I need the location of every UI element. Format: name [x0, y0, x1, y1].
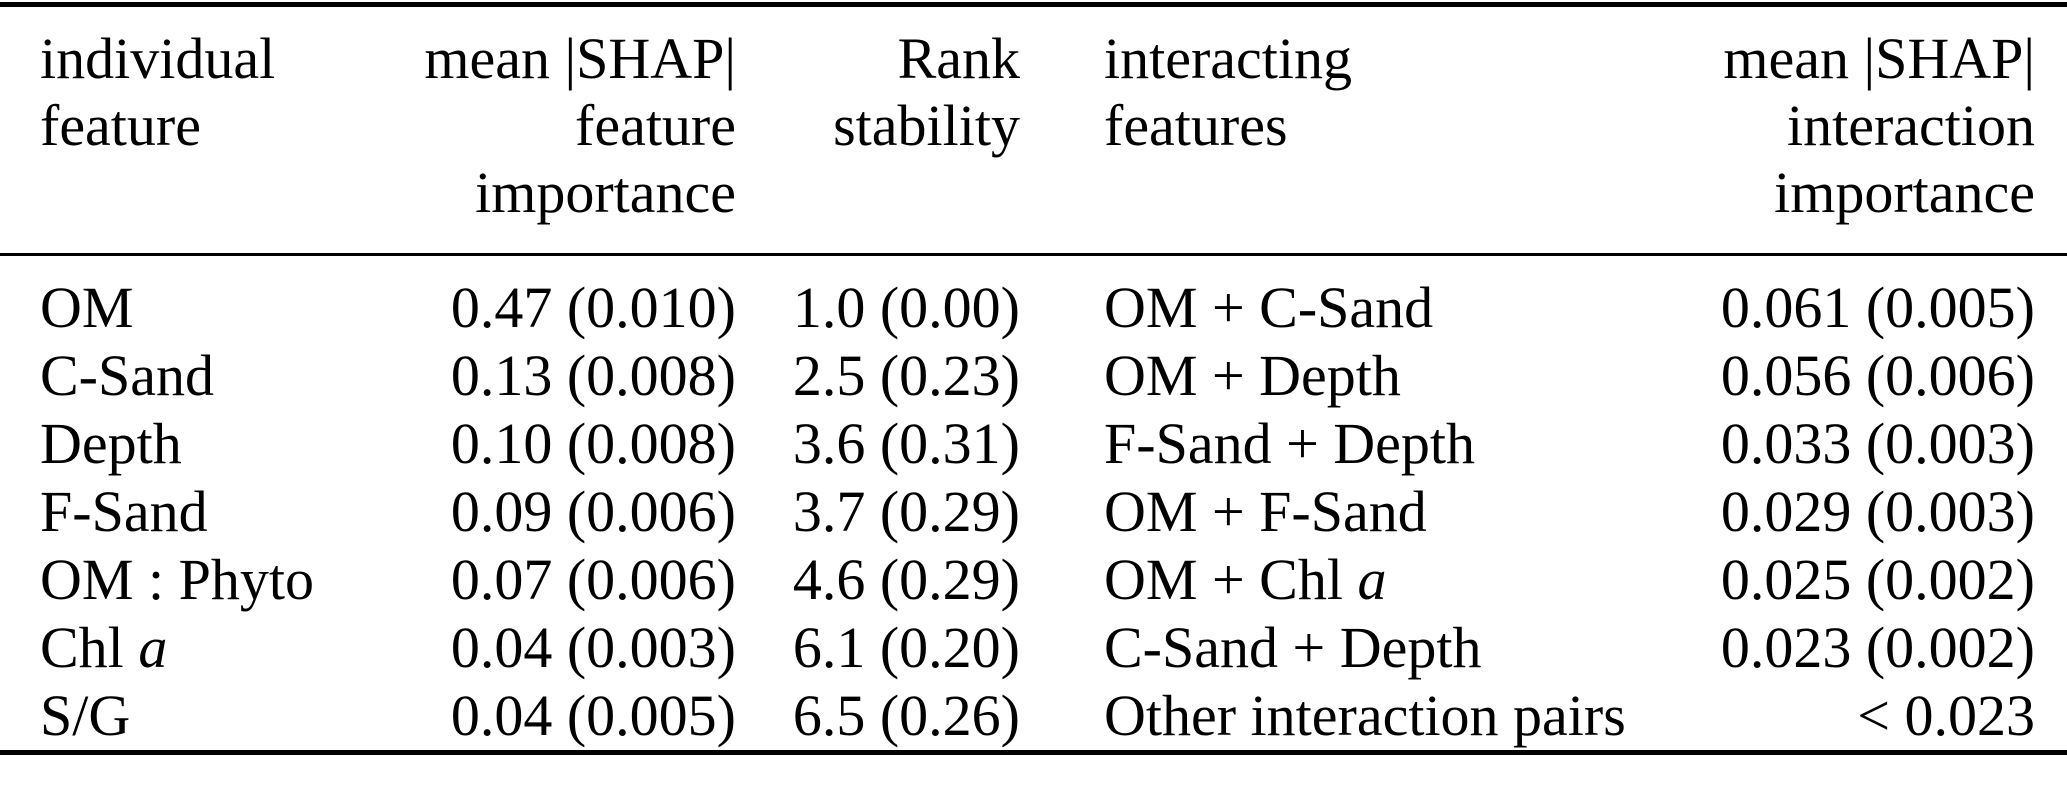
cell-individual-feature: F-Sand	[40, 479, 208, 544]
cell-rank-stability: 3.6 (0.31)	[792, 411, 1020, 476]
cell-shap-feature-importance: 0.09 (0.006)	[450, 479, 736, 544]
cell-individual-feature: S/G	[40, 683, 131, 748]
table-bottom-rule	[0, 750, 2067, 755]
column-header-line: stability	[833, 93, 1020, 158]
table-body: OM 0.47 (0.010) 1.0 (0.00) OM + C-Sand 0.061…	[0, 256, 2067, 750]
column-header-rank-stability: Rank stability	[736, 25, 1020, 159]
table-row: OM 0.47 (0.010) 1.0 (0.00) OM + C-Sand 0.061…	[0, 274, 2067, 342]
table-row: F-Sand 0.09 (0.006) 3.7 (0.29) OM + F-Sand 0…	[0, 478, 2067, 546]
cell-individual-feature: OM	[40, 275, 134, 340]
cell-interacting-features: F-Sand + Depth	[1104, 411, 1476, 476]
cell-rank-stability: 2.5 (0.23)	[792, 343, 1020, 408]
cell-shap-feature-importance: 0.04 (0.003)	[450, 615, 736, 680]
cell-shap-interaction-importance: 0.056 (0.006)	[1720, 343, 2035, 408]
cell-rank-stability: 3.7 (0.29)	[792, 479, 1020, 544]
table-mid-rule	[0, 253, 2067, 256]
cell-individual-feature: C-Sand	[40, 343, 214, 408]
cell-shap-feature-importance: 0.04 (0.005)	[450, 683, 736, 748]
table-row: Depth 0.10 (0.008) 3.6 (0.31) F-Sand + Dept…	[0, 410, 2067, 478]
table-row: OM : Phyto 0.07 (0.006) 4.6 (0.29) OM + Chl…	[0, 546, 2067, 614]
column-header-line: mean |SHAP|	[1723, 26, 2035, 91]
cell-shap-interaction-importance: < 0.023	[1857, 683, 2035, 748]
column-header-line: feature	[40, 93, 201, 158]
table-row: C-Sand 0.13 (0.008) 2.5 (0.23) OM + Depth 0.…	[0, 342, 2067, 410]
cell-shap-interaction-importance: 0.023 (0.002)	[1720, 615, 2035, 680]
cell-shap-feature-importance: 0.13 (0.008)	[450, 343, 736, 408]
table-row: S/G 0.04 (0.005) 6.5 (0.26) Other interacti…	[0, 682, 2067, 750]
column-header-individual-feature: individual feature	[40, 25, 370, 159]
table-top-rule	[0, 2, 2067, 7]
column-header-line: importance	[1774, 160, 2035, 225]
column-header-line: individual	[40, 26, 276, 91]
cell-interacting-features: Other interaction pairs	[1104, 683, 1626, 748]
cell-interacting-features: OM + F-Sand	[1104, 479, 1427, 544]
column-header-line: features	[1104, 93, 1288, 158]
column-header-line: interacting	[1104, 26, 1353, 91]
cell-interacting-features: OM + C-Sand	[1104, 275, 1434, 340]
column-header-line: importance	[475, 160, 736, 225]
column-header-line: interaction	[1786, 93, 2035, 158]
cell-shap-feature-importance: 0.10 (0.008)	[450, 411, 736, 476]
column-header-shap-feature-importance: mean |SHAP| feature importance	[370, 25, 736, 226]
cell-shap-interaction-importance: 0.025 (0.002)	[1720, 547, 2035, 612]
cell-rank-stability: 6.1 (0.20)	[792, 615, 1020, 680]
cell-rank-stability: 1.0 (0.00)	[792, 275, 1020, 340]
cell-interacting-features: OM + Depth	[1104, 343, 1401, 408]
cell-shap-feature-importance: 0.07 (0.006)	[450, 547, 736, 612]
cell-individual-feature: Depth	[40, 411, 182, 476]
cell-rank-stability: 6.5 (0.26)	[792, 683, 1020, 748]
column-header-line: feature	[575, 93, 736, 158]
table-header-row: individual feature mean |SHAP| feature impor…	[0, 7, 2067, 253]
cell-shap-interaction-importance: 0.061 (0.005)	[1720, 275, 2035, 340]
cell-shap-interaction-importance: 0.029 (0.003)	[1720, 479, 2035, 544]
cell-rank-stability: 4.6 (0.29)	[792, 547, 1020, 612]
column-header-line: Rank	[897, 26, 1020, 91]
cell-shap-feature-importance: 0.47 (0.010)	[450, 275, 736, 340]
column-header-shap-interaction-importance: mean |SHAP| interaction importance	[1644, 25, 2035, 226]
cell-individual-feature: OM : Phyto	[40, 547, 314, 612]
cell-interacting-features: OM + Chl a	[1104, 547, 1387, 612]
table-row: Chl a 0.04 (0.003) 6.1 (0.20) C-Sand + Dept…	[0, 614, 2067, 682]
column-header-interacting-features: interacting features	[1020, 25, 1644, 159]
cell-individual-feature: Chl a	[40, 615, 168, 680]
cell-interacting-features: C-Sand + Depth	[1104, 615, 1482, 680]
column-header-line: mean |SHAP|	[424, 26, 736, 91]
cell-shap-interaction-importance: 0.033 (0.003)	[1720, 411, 2035, 476]
